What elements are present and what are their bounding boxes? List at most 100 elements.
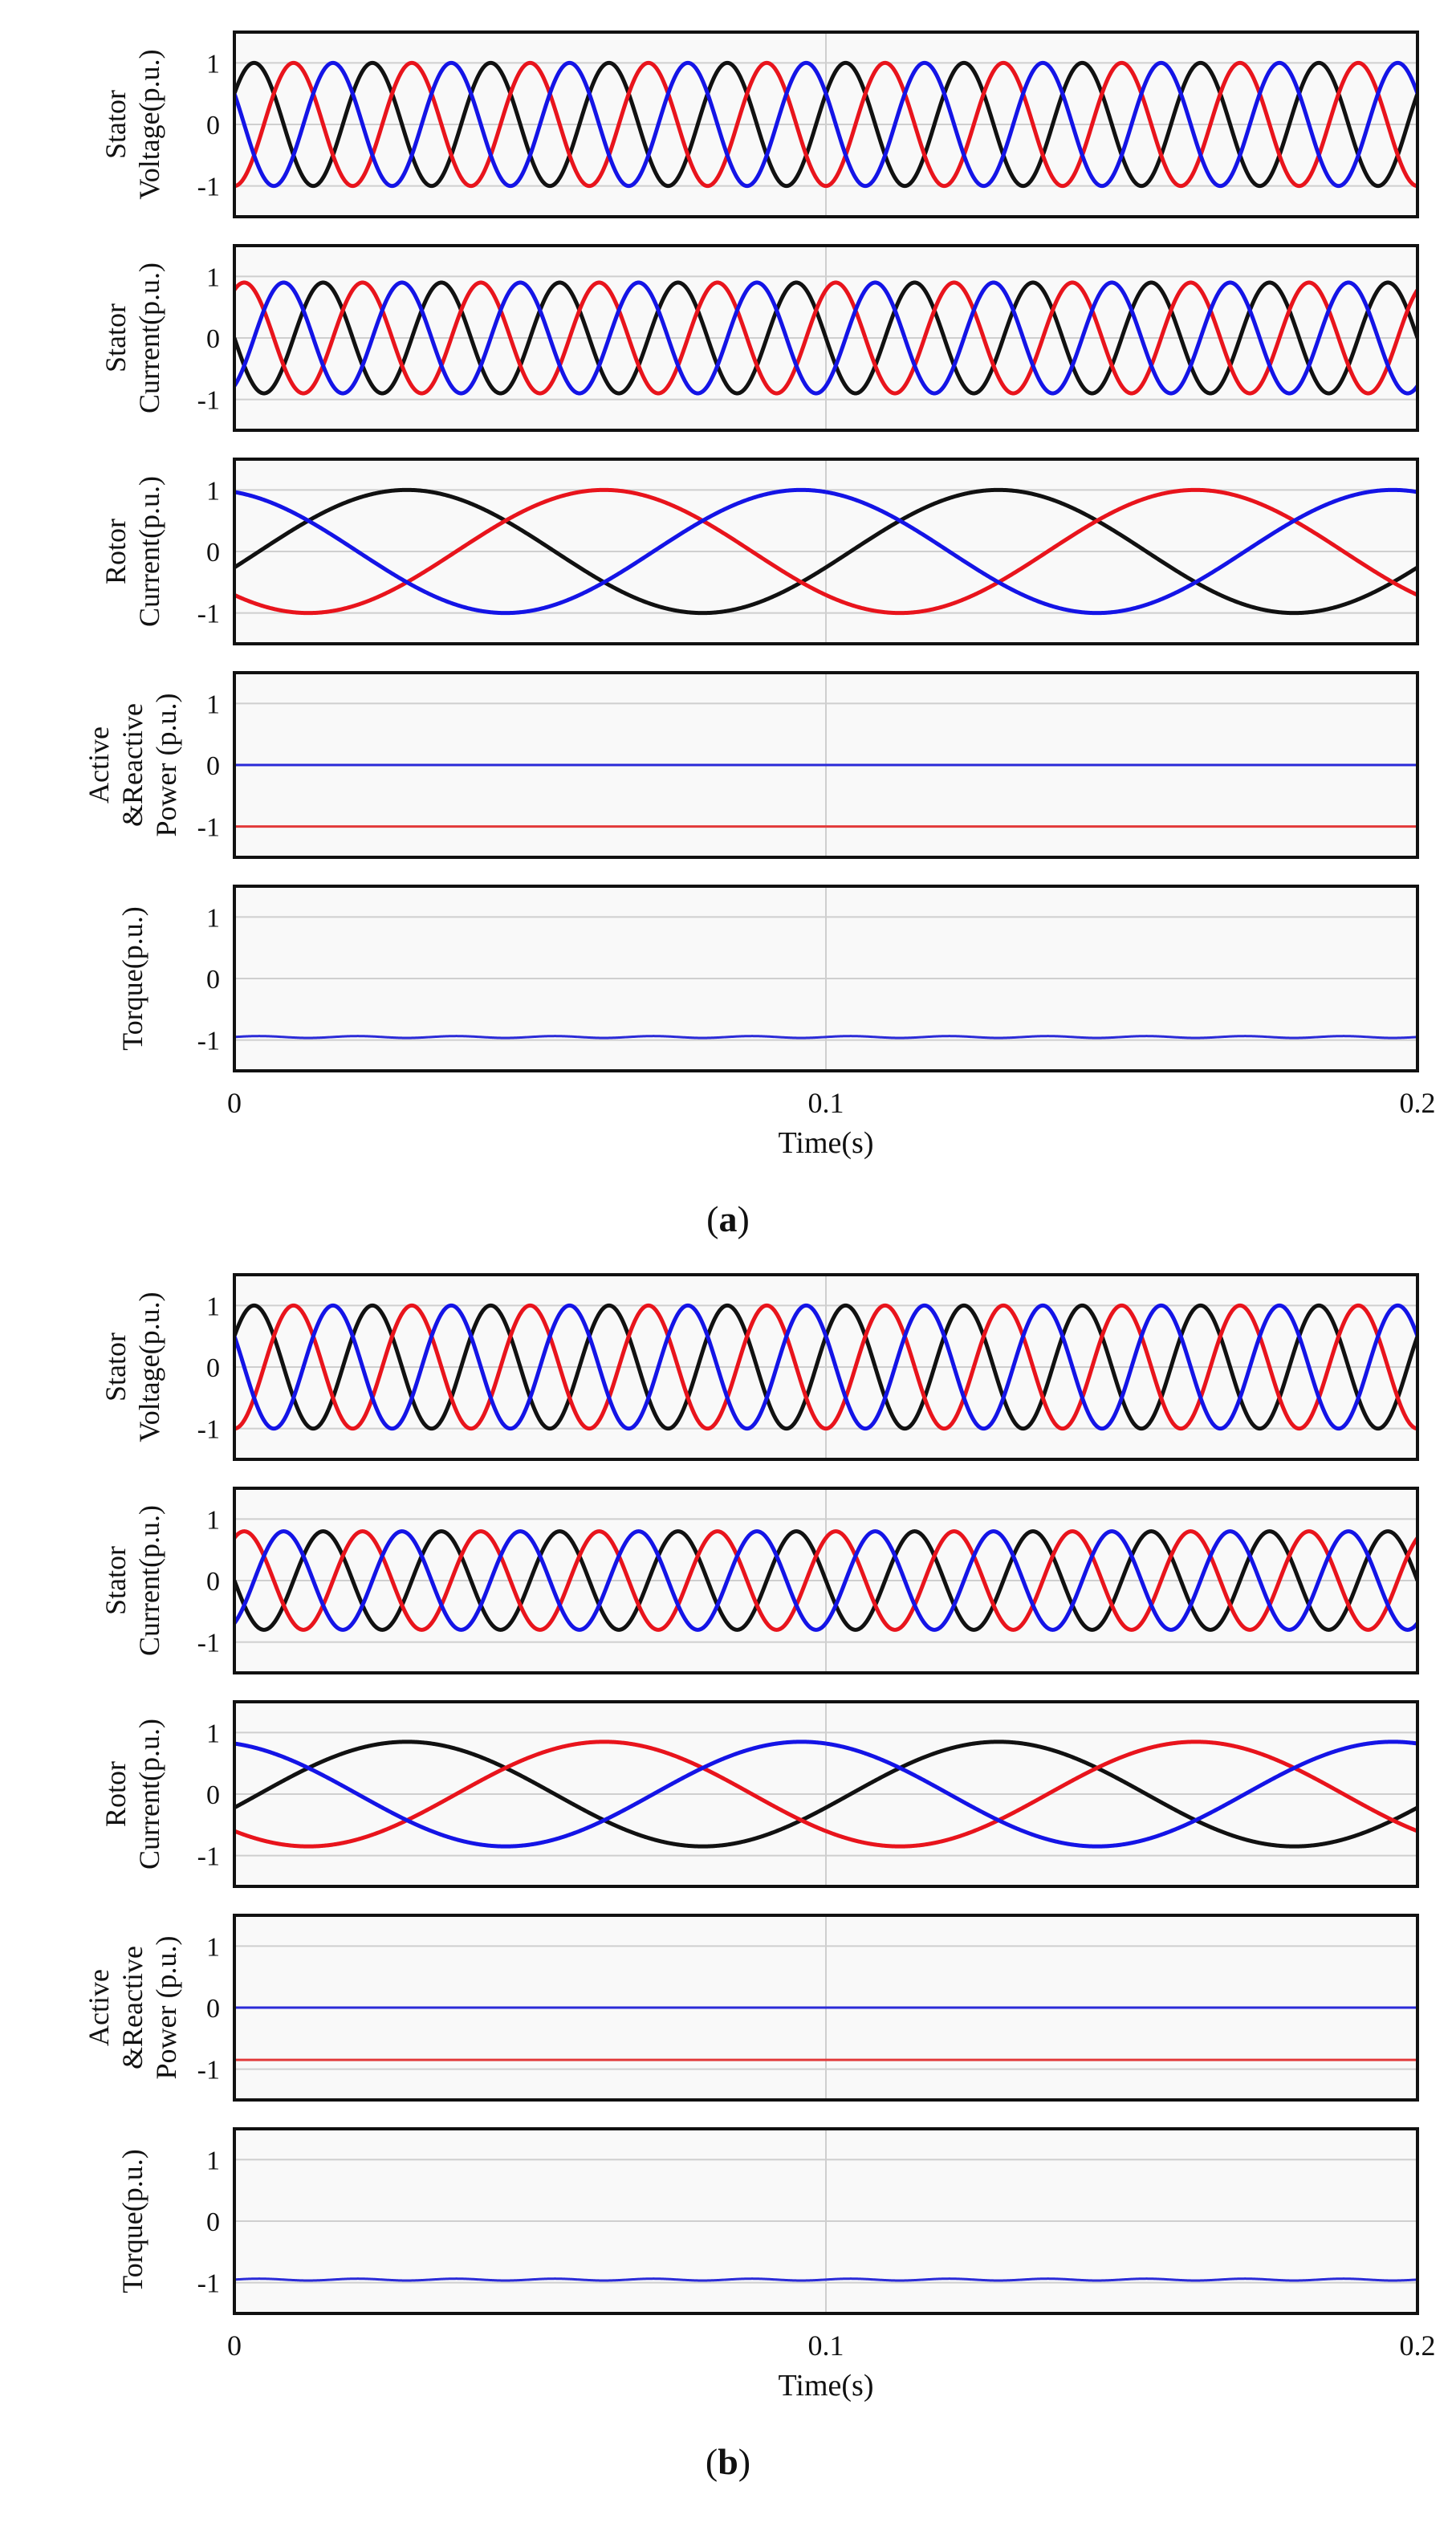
- series-group: [234, 2277, 1417, 2282]
- figure-caption: (b): [706, 2441, 750, 2482]
- panel-frame: [233, 671, 1419, 859]
- x-tick-label: 0: [227, 2330, 242, 2362]
- series-group: [234, 280, 1417, 396]
- y-axis-label: Voltage(p.u.): [133, 1292, 165, 1442]
- y-axis-label: Current(p.u.): [133, 262, 165, 413]
- y-axis-label: Active: [83, 1969, 115, 2046]
- y-tick-label: -1: [197, 1415, 220, 1445]
- y-axis-label: Current(p.u.): [133, 476, 165, 627]
- x-tick-label: 0.1: [808, 1087, 844, 1119]
- y-axis-label: Stator: [100, 303, 132, 372]
- y-tick-label: 1: [206, 49, 220, 79]
- y-axis-label: Stator: [100, 1333, 132, 1402]
- series-phase-c: [234, 1529, 1417, 1632]
- x-tick-label: 0.1: [808, 2330, 844, 2362]
- panel-frame: [233, 31, 1419, 218]
- y-tick-label: -1: [197, 1027, 220, 1056]
- y-tick-label: 0: [206, 1567, 220, 1597]
- y-axis-label: &Reactive: [116, 703, 148, 827]
- series-phase-a: [234, 280, 1417, 396]
- panel-frame: [233, 1914, 1419, 2102]
- y-tick-label: -1: [197, 813, 220, 843]
- series-phase-b: [234, 487, 1417, 616]
- y-tick-label: -1: [197, 1629, 220, 1658]
- y-axis-label: &Reactive: [116, 1946, 148, 2069]
- panel-frame: [233, 2127, 1419, 2315]
- series-phase-c: [234, 60, 1417, 189]
- series-phase-b: [234, 1529, 1417, 1632]
- y-axis-label: Stator: [100, 1546, 132, 1615]
- series-phase-c: [234, 487, 1417, 616]
- series-torque: [234, 2277, 1417, 2282]
- panel-stator-voltage: 1 0 -1 Stator Voltage(p.u.): [100, 1273, 1419, 1461]
- series-group: [234, 1303, 1417, 1431]
- series-phase-c: [234, 1740, 1417, 1849]
- y-tick-label: 1: [206, 476, 220, 506]
- panel-active-reactive-power: 1 0 -1 Active &Reactive Power (p.u.): [83, 671, 1419, 859]
- y-axis-label: Current(p.u.): [133, 1719, 165, 1870]
- y-tick-label: -1: [197, 2269, 220, 2299]
- panel-frame: [233, 244, 1419, 432]
- y-tick-label: 0: [206, 751, 220, 781]
- y-tick-label: 1: [206, 1719, 220, 1748]
- y-tick-label: 0: [206, 538, 220, 568]
- y-tick-label: 0: [206, 1994, 220, 2024]
- series-phase-a: [234, 1740, 1417, 1849]
- x-tick-label: 0: [227, 1087, 242, 1119]
- y-tick-label: 1: [206, 1292, 220, 1321]
- y-tick-label: -1: [197, 600, 220, 629]
- series-phase-b: [234, 280, 1417, 396]
- y-axis-label: Current(p.u.): [133, 1505, 165, 1656]
- y-tick-label: 1: [206, 262, 220, 292]
- y-tick-label: 1: [206, 903, 220, 933]
- series-group: [234, 763, 1417, 828]
- series-phase-c: [234, 280, 1417, 396]
- series-phase-a: [234, 487, 1417, 616]
- series-group: [234, 487, 1417, 616]
- y-axis-label: Power (p.u.): [150, 694, 182, 837]
- panel-frame: [233, 1273, 1419, 1461]
- series-group: [234, 60, 1417, 189]
- y-tick-label: 1: [206, 690, 220, 719]
- y-axis-label: Rotor: [100, 519, 132, 584]
- x-axis-label: Time(s): [779, 1126, 874, 1160]
- x-axis-label: Time(s): [779, 2369, 874, 2403]
- panel-frame: [233, 885, 1419, 1072]
- y-tick-label: 0: [206, 2207, 220, 2237]
- x-tick-label: 0.2: [1400, 2330, 1436, 2362]
- figure-caption: (a): [706, 1198, 750, 1239]
- panel-rotor-current: 1 0 -1 Rotor Current(p.u.): [100, 458, 1419, 645]
- panel-stator-voltage: 1 0 -1 Stator Voltage(p.u.): [100, 31, 1419, 218]
- y-tick-label: -1: [197, 2056, 220, 2085]
- y-tick-label: 0: [206, 1780, 220, 1810]
- y-tick-label: 1: [206, 1505, 220, 1535]
- y-tick-label: -1: [197, 173, 220, 202]
- series-group: [234, 1740, 1417, 1849]
- panel-stator-current: 1 0 -1 Stator Current(p.u.): [100, 1487, 1419, 1674]
- series-torque: [234, 1035, 1417, 1040]
- y-tick-label: -1: [197, 1842, 220, 1872]
- y-tick-label: 0: [206, 324, 220, 354]
- series-group: [234, 2006, 1417, 2061]
- panel-stator-current: 1 0 -1 Stator Current(p.u.): [100, 244, 1419, 432]
- series-group: [234, 1529, 1417, 1632]
- series-phase-c: [234, 1303, 1417, 1431]
- x-tick-label: 0.2: [1400, 1087, 1436, 1119]
- y-axis-label: Active: [83, 726, 115, 804]
- panel-frame: [233, 458, 1419, 645]
- y-axis-label: Stator: [100, 90, 132, 159]
- y-axis-label: Rotor: [100, 1761, 132, 1827]
- y-tick-label: 1: [206, 2146, 220, 2175]
- y-tick-label: 0: [206, 1353, 220, 1383]
- panel-torque: 1 0 -1 Torque(p.u.): [116, 2127, 1419, 2315]
- series-phase-b: [234, 1740, 1417, 1849]
- series-phase-a: [234, 1529, 1417, 1632]
- panel-active-reactive-power: 1 0 -1 Active &Reactive Power (p.u.): [83, 1914, 1419, 2102]
- y-tick-label: -1: [197, 386, 220, 416]
- y-axis-label: Power (p.u.): [150, 1936, 182, 2080]
- y-axis-label: Torque(p.u.): [116, 906, 148, 1050]
- y-tick-label: 0: [206, 111, 220, 140]
